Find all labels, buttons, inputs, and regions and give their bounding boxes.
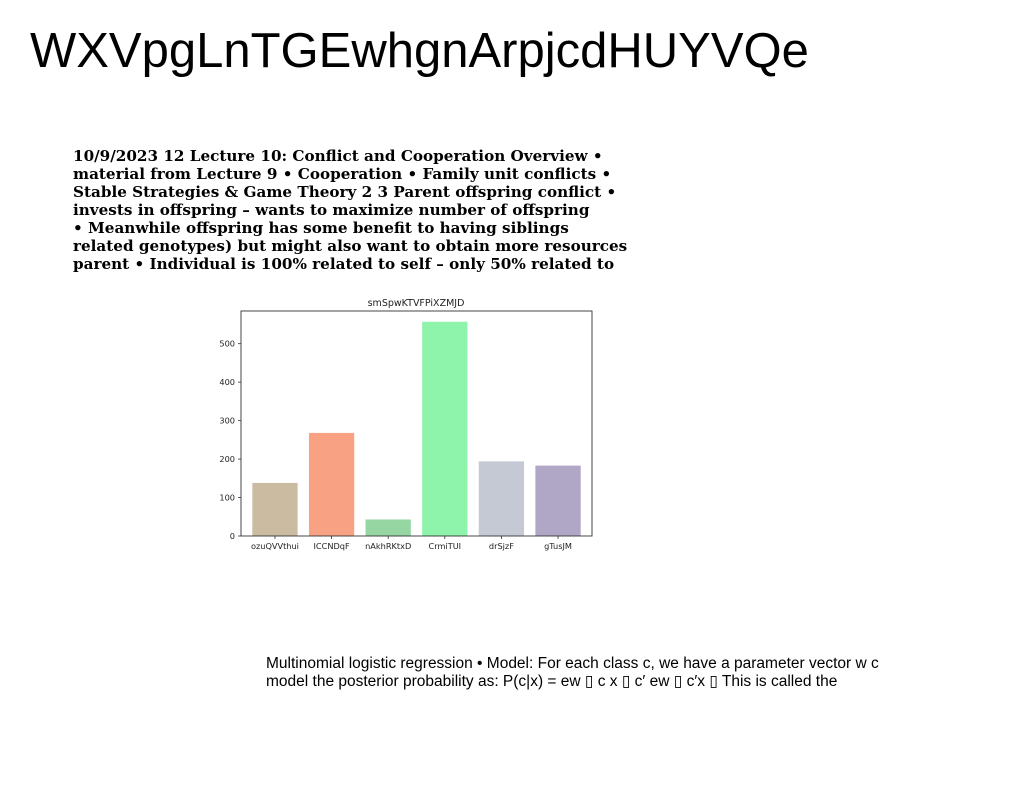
- lecture-line: related genotypes) but might also want t…: [73, 237, 628, 255]
- x-tick-label: CrmiTUI: [429, 541, 462, 551]
- bar: [308, 432, 355, 536]
- lecture-line: invests in offspring – wants to maximize…: [73, 201, 590, 219]
- y-tick-label: 0: [230, 531, 235, 541]
- y-tick-label: 100: [219, 493, 235, 503]
- bar: [478, 461, 525, 536]
- y-tick-label: 400: [219, 377, 235, 387]
- x-tick-label: drSjzF: [489, 541, 514, 551]
- regression-text-block: Multinomial logistic regression • Model:…: [266, 655, 966, 691]
- lecture-line: Stable Strategies & Game Theory 2 3 Pare…: [73, 183, 617, 201]
- bar-chart: smSpwKTVFPiXZMJD ozuQVVthui ICCNDqF nAkhRK…: [210, 292, 610, 557]
- lecture-line: parent • Individual is 100% related to s…: [73, 255, 615, 273]
- x-tick-label: nAkhRKtxD: [365, 541, 411, 551]
- chart-plot-area: ozuQVVthui ICCNDqF nAkhRKtxD CrmiTUI drSjzF g…: [219, 310, 593, 551]
- x-tick-label: gTusJM: [544, 541, 572, 551]
- y-tick-label: 500: [219, 339, 235, 349]
- plot-frame: [240, 310, 593, 537]
- lecture-text-block: 10/9/2023 12 Lecture 10: Conflict and Co…: [73, 147, 693, 273]
- regression-line: model the posterior probability as: P(c|…: [266, 673, 838, 690]
- lecture-line: • Meanwhile offspring has some benefit t…: [73, 219, 569, 237]
- y-tick-label: 200: [219, 454, 235, 464]
- x-tick-label: ozuQVVthui: [251, 541, 299, 551]
- lecture-line: material from Lecture 9 • Cooperation • …: [73, 165, 612, 183]
- bar: [422, 321, 468, 536]
- x-tick-label: ICCNDqF: [313, 541, 349, 551]
- y-tick-label: 300: [219, 416, 235, 426]
- regression-line: Multinomial logistic regression • Model:…: [266, 655, 879, 672]
- bar: [365, 519, 411, 536]
- lecture-line: 10/9/2023 12 Lecture 10: Conflict and Co…: [73, 147, 603, 165]
- bar-chart-svg: smSpwKTVFPiXZMJD ozuQVVthui ICCNDqF nAkhRK…: [219, 298, 593, 551]
- chart-title: smSpwKTVFPiXZMJD: [368, 298, 465, 309]
- page-title: WXVpgLnTGEwhgnArpjcdHUYVQe: [30, 24, 809, 78]
- bar: [535, 465, 581, 536]
- bar: [252, 482, 298, 536]
